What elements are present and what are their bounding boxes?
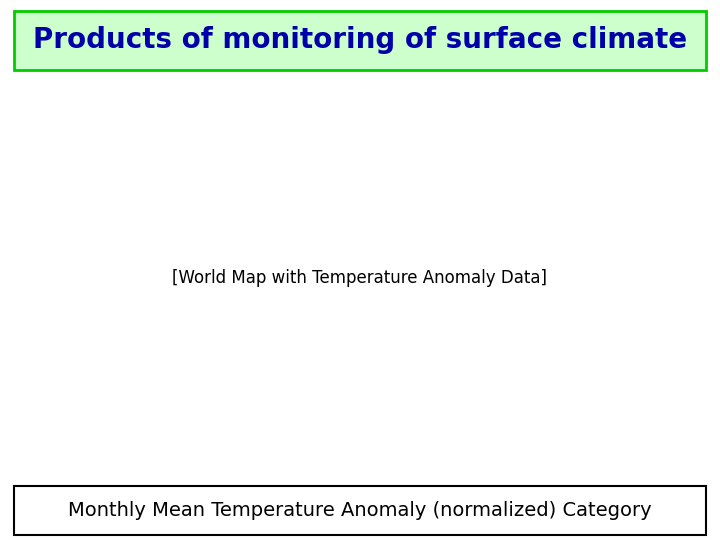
Text: Products of monitoring of surface climate: Products of monitoring of surface climat…	[33, 26, 687, 55]
Text: [World Map with Temperature Anomaly Data]: [World Map with Temperature Anomaly Data…	[173, 269, 547, 287]
Text: Monthly Mean Temperature Anomaly (normalized) Category: Monthly Mean Temperature Anomaly (normal…	[68, 501, 652, 520]
